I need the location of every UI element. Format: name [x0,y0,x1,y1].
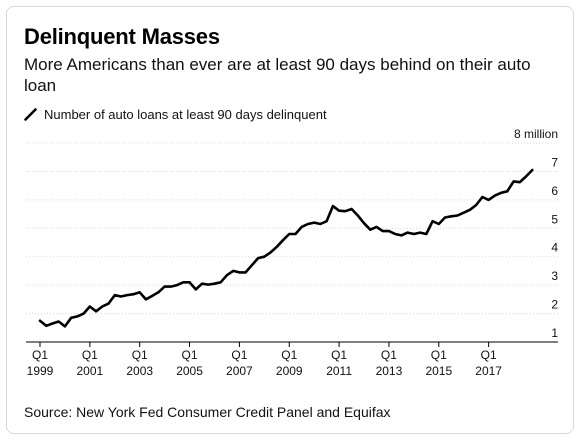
y-tick-label: 1 [551,326,558,340]
x-tick-label-quarter: Q1 [132,348,148,362]
chart-card [6,6,574,434]
y-tick-label: 3 [551,269,558,283]
x-tick-label-year: 1999 [27,364,54,378]
legend: Number of auto loans at least 90 days de… [24,107,327,122]
x-tick-label-quarter: Q1 [32,348,48,362]
x-tick-label-year: 2003 [126,364,153,378]
x-tick-label-year: 2007 [226,364,253,378]
y-tick-label: 5 [551,212,558,226]
legend-label: Number of auto loans at least 90 days de… [44,107,327,122]
x-tick-label-year: 2017 [475,364,502,378]
x-tick-label-quarter: Q1 [381,348,397,362]
series-line [38,168,534,328]
x-tick-label-quarter: Q1 [431,348,447,362]
chart-subtitle: More Americans than ever are at least 90… [24,55,531,95]
x-tick-label-quarter: Q1 [82,348,98,362]
y-tick-label: 6 [551,184,558,198]
x-tick-label-quarter: Q1 [281,348,297,362]
y-tick-label: 7 [551,155,558,169]
y-tick-label: 4 [551,241,558,255]
x-tick-label-quarter: Q1 [231,348,247,362]
x-tick-label-quarter: Q1 [182,348,198,362]
x-tick-label-quarter: Q1 [331,348,347,362]
source-note: Source: New York Fed Consumer Credit Pan… [24,404,391,420]
x-tick-label-year: 2011 [326,364,352,378]
diagonal-line-icon [24,108,37,121]
x-tick-label-quarter: Q1 [481,348,497,362]
chart-title: Delinquent Masses [24,24,220,49]
y-tick-label: 2 [551,298,558,312]
x-tick-label-year: 2001 [76,364,103,378]
x-tick-label-year: 2005 [176,364,203,378]
y-tick-label: 8 million [514,127,558,141]
x-tick-label-year: 2015 [425,364,452,378]
x-tick-label-year: 2009 [276,364,303,378]
x-tick-label-year: 2013 [376,364,403,378]
